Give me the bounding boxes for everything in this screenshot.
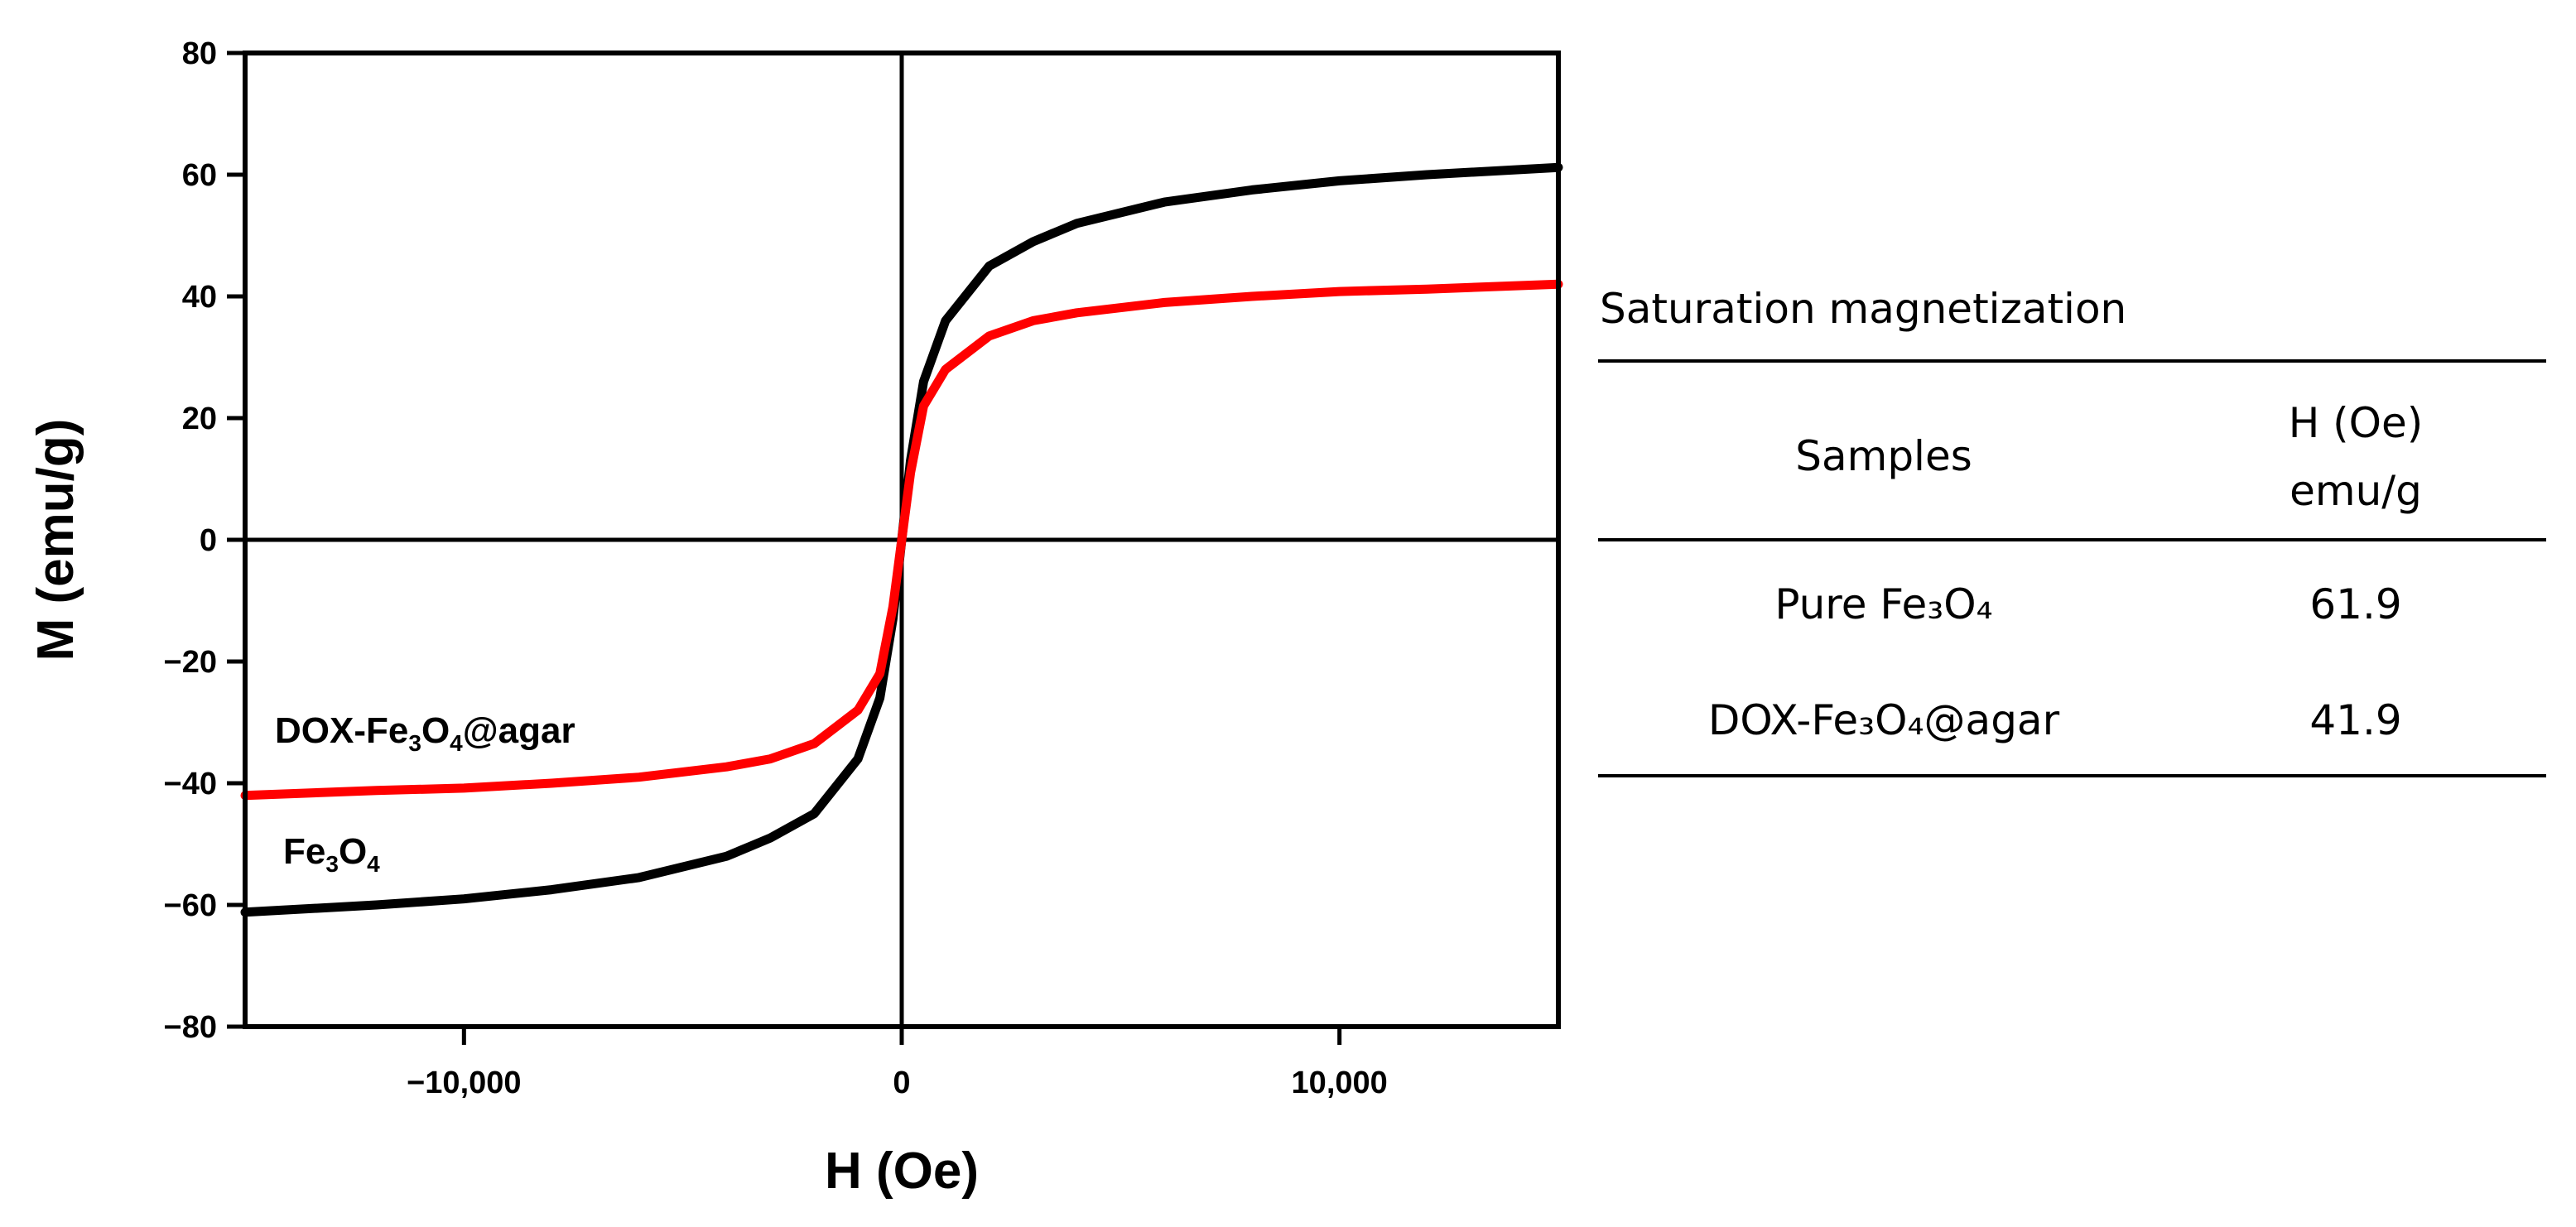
y-tick-label: −80 [164,1010,217,1045]
table-cell-value: 61.9 [2309,580,2401,628]
series-label-mid: O [421,710,450,751]
y-tick-label: 80 [182,36,217,71]
x-axis-title: H (Oe) [825,1143,979,1200]
y-tick-label: 40 [182,280,217,315]
series-label-fe3o4: Fe3O4 [283,831,380,877]
series-line-dox-fe3o4-agar [240,279,1563,801]
x-tick-label: 0 [893,1066,910,1100]
y-tick-label: −20 [164,645,217,680]
y-axis-title: M (emu/g) [27,419,84,662]
plot-area [240,53,1563,1027]
y-tick-label: 60 [182,158,217,193]
series-label-main: DOX-Fe [275,710,408,751]
table-cell-sample: DOX-Fe₃O₄@agar [1708,696,2060,744]
table-title: Saturation magnetization [1600,285,2126,333]
series-label-main: Fe [283,831,325,872]
series-label-subscript: 3 [325,851,339,877]
series-label-mid: O [339,831,367,872]
series-label-subscript: 3 [408,730,421,756]
x-tick-label: 10,000 [1292,1066,1388,1100]
y-tick-label: 0 [200,523,217,558]
y-tick-label: 20 [182,402,217,436]
table-cell-sample: Pure Fe₃O₄ [1774,580,1992,628]
series-label-dox-fe3o4-agar: DOX-Fe3O4@agar [275,710,575,756]
table-header-unit-line1: H (Oe) [2289,399,2424,447]
y-tick-label: −60 [164,888,217,923]
x-tick-label: −10,000 [407,1066,521,1100]
table-cell-value: 41.9 [2309,696,2401,744]
table-header-samples: Samples [1795,432,1972,480]
y-tick-label: −40 [164,767,217,801]
series-label-tail: @agar [463,710,575,751]
series-label-subscript: 4 [367,851,380,877]
table-header-unit-line2: emu/g [2290,467,2422,515]
series-label-subscript: 4 [450,730,463,756]
